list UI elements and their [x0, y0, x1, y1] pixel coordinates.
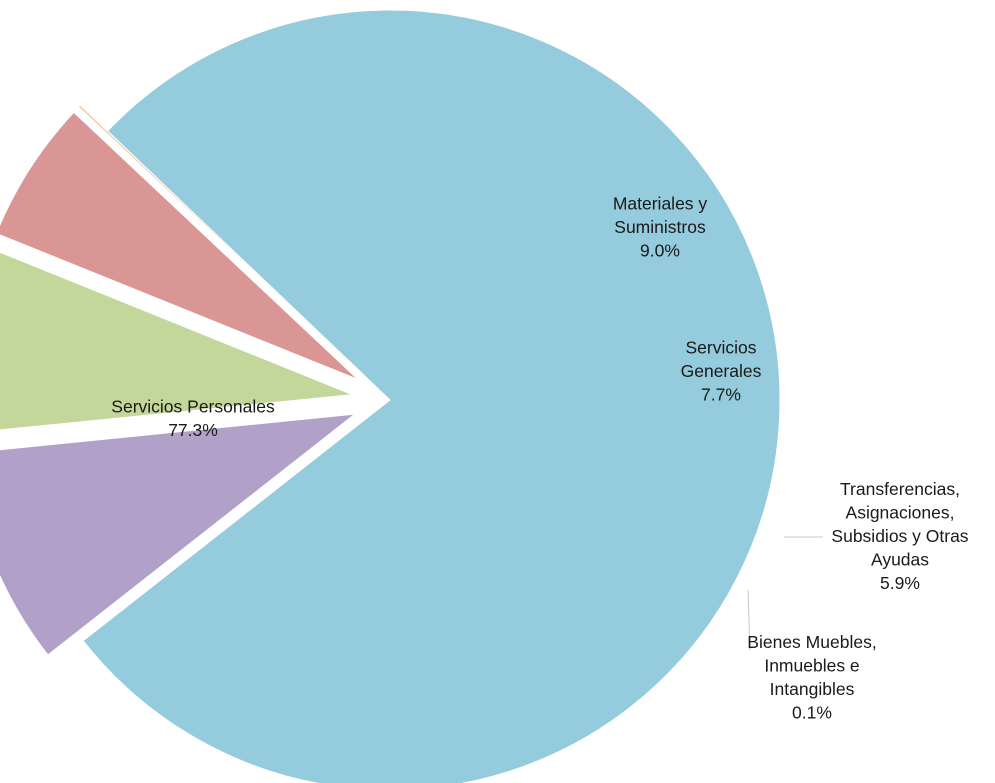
slice-label-4: Transferencias, Asignaciones, Subsidios y …: [831, 479, 968, 593]
slice-name-label: Asignaciones,: [846, 503, 955, 523]
pie-slice-4: [0, 111, 359, 380]
slices-layer: [0, 9, 781, 783]
slice-label-2: Materiales y Suministros 9.0%: [613, 194, 708, 261]
slice-name-label: Inmuebles e: [764, 655, 859, 675]
slice-name-label: Subsidios y Otras: [831, 526, 968, 546]
slice-name-label: Intangibles: [770, 679, 855, 699]
slice-name-label: Ayudas: [871, 550, 929, 570]
slice-label-1: Servicios Personales 77.3%: [111, 396, 275, 440]
slice-name-label: Generales: [681, 361, 762, 381]
slice-percent-label: 7.7%: [701, 385, 741, 405]
slice-name-label: Bienes Muebles,: [747, 632, 876, 652]
slice-name-label: Transferencias,: [840, 479, 960, 499]
pie-slice-1: [82, 9, 781, 783]
pie-slice-5: [77, 104, 363, 375]
slice-label-5: Bienes Muebles, Inmuebles e Intangibles 0.1…: [747, 632, 876, 723]
pie-slice-2: [0, 413, 357, 656]
slice-name-label: Servicios: [686, 338, 757, 358]
slice-name-label: Servicios Personales: [111, 396, 275, 416]
slice-percent-label: 9.0%: [640, 241, 680, 261]
leader-lines-layer: [747, 536, 823, 651]
slice-name-label: Suministros: [614, 217, 706, 237]
slice-percent-label: 77.3%: [168, 420, 218, 440]
slice-label-3: Servicios Generales 7.7%: [681, 338, 762, 405]
slice-name-label: Materiales y: [613, 194, 708, 214]
slice-labels-layer: Servicios Personales 77.3% Materiales y Sum…: [111, 194, 969, 723]
pie-slice-3: [0, 251, 353, 431]
leader-line-5: [747, 589, 751, 651]
slice-percent-label: 0.1%: [792, 702, 832, 722]
slice-percent-label: 5.9%: [880, 573, 920, 593]
